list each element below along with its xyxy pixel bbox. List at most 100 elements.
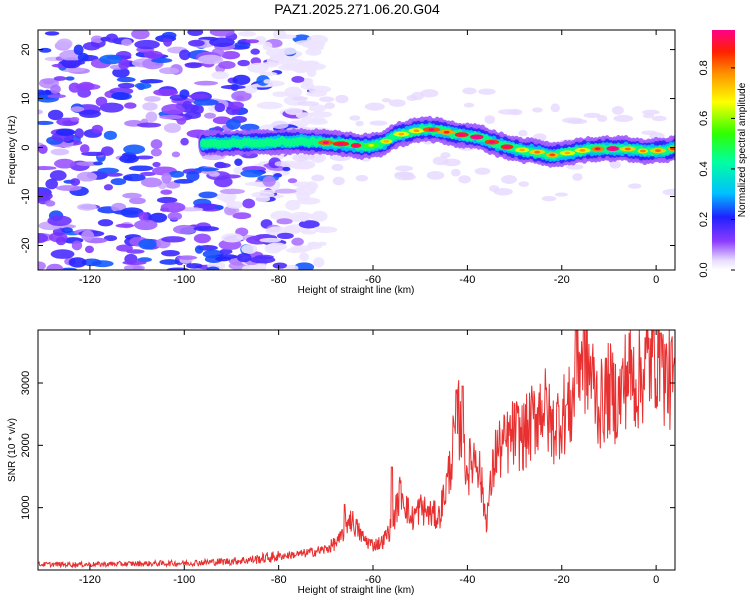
heatmap-noise-cell [420,89,439,98]
heatmap-noise-cell [93,161,103,166]
heatmap-noise-cell [259,189,277,194]
heatmap-noise-cell [442,158,461,167]
heatmap-noise-cell [531,107,543,113]
heatmap-noise-cell [364,102,385,111]
heatmap-noise-cell [232,212,252,220]
heatmap-ridge-peak-core [639,149,646,153]
heatmap-noise-cell [138,238,157,250]
heatmap-noise-cell [182,100,193,110]
heatmap-noise-cell [193,226,220,232]
spectrogram-x-tick-label: -40 [459,274,475,286]
spectrogram-x-label: Height of straight line (km) [298,285,415,296]
heatmap-noise-cell [313,257,325,268]
heatmap-noise-cell [219,188,246,195]
heatmap-noise-cell [256,101,283,110]
snr-x-axis: -120 -100 -80 -60 -40 -20 0 [79,330,659,586]
spectrogram-y-tick-label: -10 [20,189,32,205]
heatmap-ridge-peak-core [594,147,601,151]
snr-x-tick-label: -20 [554,574,570,586]
snr-x-tick-label: -80 [271,574,287,586]
heatmap-noise-cell [46,263,64,270]
heatmap-noise-cell [450,168,461,177]
heatmap-noise-cell [38,166,57,171]
heatmap-noise-cell [110,178,127,186]
heatmap-noise-cell [47,109,64,121]
heatmap-noise-cell [309,111,333,118]
heatmap-noise-cell [128,165,154,172]
spectrogram-y-label: Frequency (Hz) [7,116,18,185]
heatmap-ridge-peak-core [398,132,405,136]
heatmap-noise-cell [313,226,327,231]
heatmap-ridge-peak-core [488,140,495,144]
heatmap-noise-cell [119,154,139,164]
heatmap-noise-cell [271,120,289,129]
heatmap-noise-cell [151,57,173,64]
heatmap-noise-cell [140,177,163,188]
spectrogram-x-tick-label: -120 [79,274,101,286]
heatmap-noise-cell [99,102,124,113]
heatmap-noise-cell [131,30,150,40]
heatmap-noise-cell [77,203,97,211]
heatmap-noise-cell [299,252,310,262]
heatmap-noise-cell [355,174,368,182]
heatmap-noise-cell [126,249,145,254]
heatmap-noise-cell [198,191,218,199]
heatmap-noise-cell [213,176,233,188]
heatmap-noise-cell [160,189,173,195]
heatmap-noise-cell [478,88,496,95]
heatmap-noise-cell [105,172,123,177]
heatmap-noise-cell [190,104,204,115]
heatmap-noise-cell [566,164,584,170]
heatmap-noise-cell [312,156,324,162]
spectrogram-x-axis: -120 -100 -80 -60 -40 -20 0 [79,30,659,286]
heatmap-noise-cell [270,210,293,221]
heatmap-noise-cell [186,263,203,269]
heatmap-noise-cell [150,148,162,157]
heatmap-noise-cell [285,264,299,270]
heatmap-noise-cell [228,101,244,110]
heatmap-noise-cell [204,112,216,119]
heatmap-noise-cell [140,79,164,84]
heatmap-noise-cell [103,184,114,191]
heatmap-noise-cell [311,210,328,222]
heatmap-noise-cell [221,50,241,60]
heatmap-noise-cell [388,99,406,107]
heatmap-noise-cell [172,224,197,235]
heatmap-noise-cell [541,195,557,202]
heatmap-noise-cell [613,114,634,123]
spectrogram-x-tick-label: -20 [554,274,570,286]
heatmap-noise-cell [38,120,54,125]
heatmap-noise-cell [38,109,43,115]
heatmap-noise-cell [145,111,158,123]
heatmap-noise-cell [193,233,211,244]
heatmap-ridge-peak-core [534,150,541,154]
heatmap-noise-cell [188,39,205,47]
heatmap-ridge-peak-core [413,129,420,133]
snr-x-tick-label: -40 [459,574,475,586]
heatmap-noise-cell [215,256,232,262]
heatmap-noise-cell [349,115,361,121]
heatmap-noise-cell [122,192,142,199]
spectrogram-y-tick-label: -20 [20,238,32,254]
heatmap-noise-cell [232,74,251,86]
heatmap-noise-cell [161,31,177,39]
heatmap-noise-cell [462,87,477,95]
heatmap-noise-cell [474,167,491,175]
heatmap-noise-cell [291,76,305,83]
heatmap-noise-cell [335,94,349,104]
heatmap-noise-cell [501,175,517,184]
heatmap-noise-cell [395,165,414,172]
heatmap-noise-cell [150,139,163,150]
heatmap-noise-cell [55,128,76,136]
heatmap-noise-cell [161,104,186,115]
heatmap-noise-cell [56,38,73,50]
spectrogram-x-tick-label: -100 [173,274,195,286]
colorbar-gradient [712,30,735,270]
heatmap-noise-cell [165,181,181,189]
heatmap-noise-cell [161,236,186,243]
heatmap-noise-cell [59,267,78,270]
heatmap-noise-cell [77,52,89,62]
heatmap-noise-cell [45,178,59,190]
